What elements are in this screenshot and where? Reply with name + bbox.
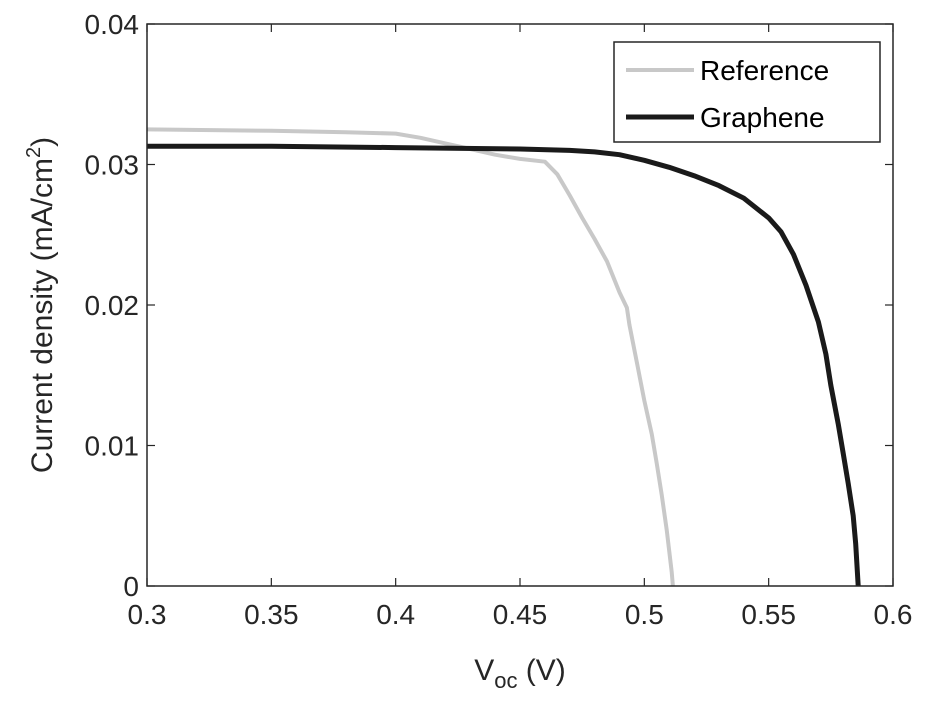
y-tick-label: 0.01	[85, 431, 140, 462]
y-tick-label: 0.02	[85, 290, 140, 321]
x-axis-label-subscript: oc	[494, 668, 517, 693]
x-tick-label: 0.5	[625, 599, 664, 630]
x-axis-label: Voc (V)	[474, 654, 566, 693]
y-tick-label: 0.04	[85, 9, 140, 40]
y-axis-label-main: Current density (mA/cm	[26, 158, 59, 473]
y-axis-label: Current density (mA/cm2)	[23, 137, 59, 473]
series-line-reference	[146, 127, 675, 587]
x-tick-label: 0.45	[493, 599, 548, 630]
x-tick-label: 0.55	[741, 599, 796, 630]
legend-box	[613, 41, 881, 143]
series-line-graphene	[147, 143, 861, 587]
x-axis-label-unit: (V)	[517, 654, 565, 687]
x-tick-label: 0.6	[874, 599, 913, 630]
legend: Reference Graphene	[613, 41, 881, 143]
series-layer	[146, 127, 861, 587]
ticks-layer: 0.3 0.35 0.4 0.45 0.5 0.55 0.6 0 0.01 0.02 0.03 0.0…	[85, 9, 913, 630]
x-tick-label: 0.4	[376, 599, 415, 630]
x-axis-label-main: V	[474, 654, 494, 687]
legend-label-graphene: Graphene	[700, 102, 825, 133]
x-tick-label: 0.35	[244, 599, 299, 630]
y-axis-label-close: )	[26, 137, 59, 147]
y-tick-label: 0	[123, 571, 139, 602]
legend-label-reference: Reference	[700, 55, 829, 86]
x-tick-label: 0.3	[128, 599, 167, 630]
y-tick-label: 0.03	[85, 150, 140, 181]
y-axis-label-superscript: 2	[23, 147, 45, 158]
